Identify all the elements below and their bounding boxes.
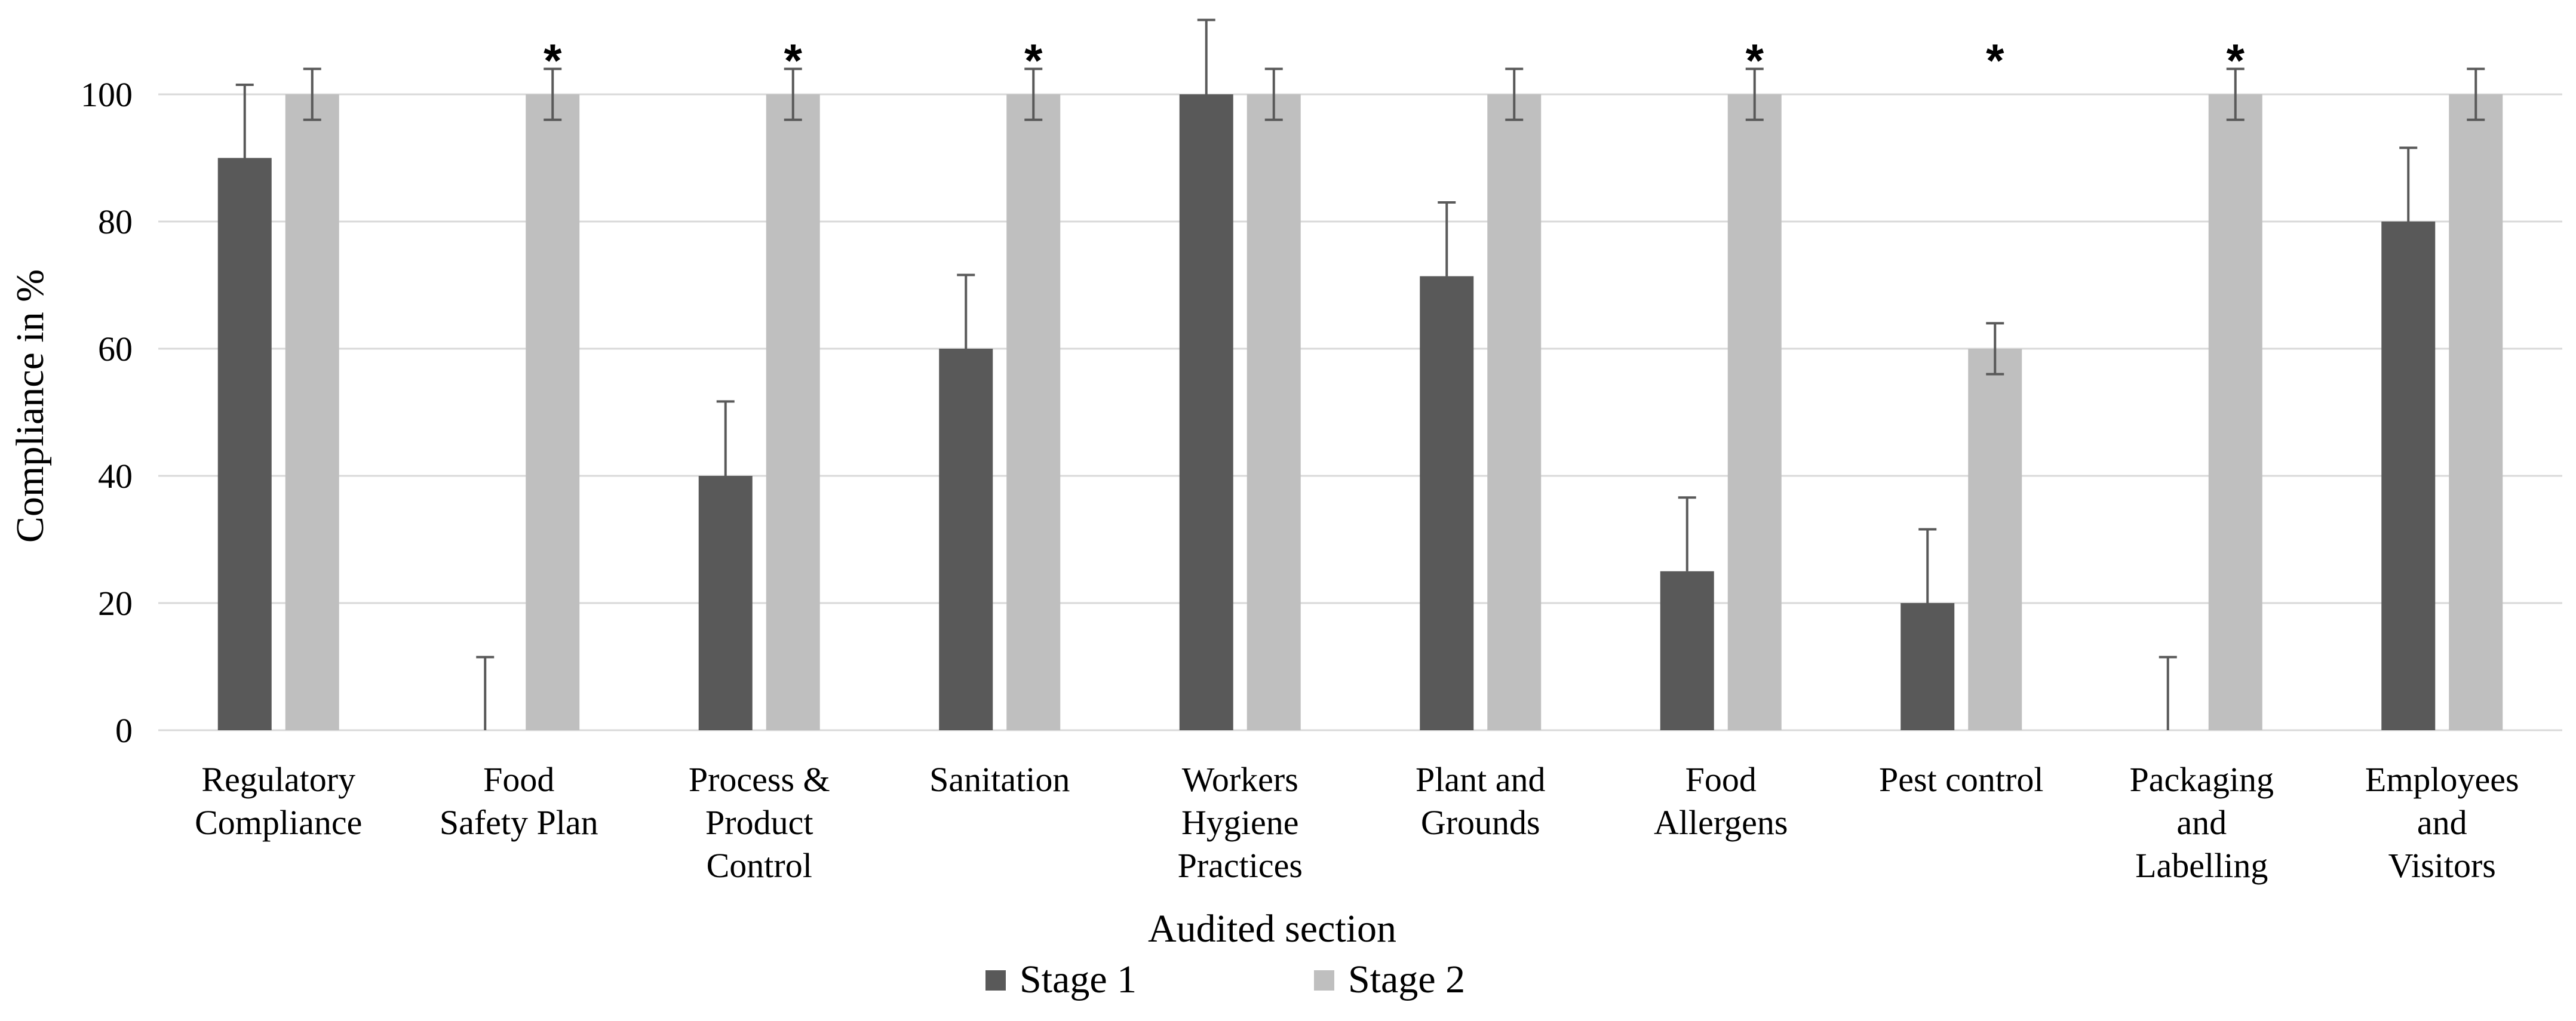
significance-asterisk: * [784,34,803,87]
x-category-label-line: Regulatory [201,760,355,799]
x-category-label-line: Pest control [1879,760,2043,799]
y-axis-title: Compliance in % [8,269,52,543]
significance-asterisk: * [544,34,562,87]
x-category-label-line: Process & [689,760,830,799]
bar-stage-1-3 [939,349,993,730]
y-tick-label: 80 [98,202,133,241]
y-tick-label: 20 [98,584,133,623]
x-category-label: Pest control [1879,760,2043,799]
significance-asterisk: * [1024,34,1043,87]
x-category-label-line: Labelling [2135,846,2268,885]
x-category-label-line: Sanitation [929,760,1070,799]
legend-swatch-stage-1 [985,970,1006,991]
significance-asterisk: * [2227,34,2245,87]
x-category-label: Packaging and Labelling [2129,760,2274,885]
bar-stage-2-2 [766,94,820,730]
x-category-label-line: Employees [2365,760,2519,799]
bar-stage-1-5 [1420,276,1474,731]
legend-swatch-stage-2 [1314,970,1334,991]
bar-stage-1-2 [698,476,753,730]
y-tick-label: 0 [115,711,133,750]
bars [217,94,2503,731]
y-tick-label: 100 [81,75,133,114]
y-tick-label: 60 [98,330,133,368]
x-category-label-line: Food [1685,760,1757,799]
x-category-label: Food Allergens [1654,760,1788,842]
x-category-label-line: Workers [1182,760,1298,799]
bar-stage-2-8 [2208,94,2262,730]
bar-stage-2-5 [1487,94,1542,730]
x-category-label-line: Compliance [195,803,362,842]
bar-stage-1-0 [217,158,272,730]
x-category-label-line: Practices [1178,846,1303,885]
x-category-label: Workers Hygiene Practices [1178,760,1303,885]
bar-stage-1-6 [1660,571,1714,730]
legend-label-stage-2: Stage 2 [1348,958,1465,1001]
bar-stage-2-6 [1727,94,1782,730]
bar-stage-1-7 [1900,603,1955,730]
bar-stage-2-0 [285,94,339,730]
y-tick-labels: 0 20 40 60 80 100 [81,75,133,750]
x-category-label-line: Control [707,846,812,885]
legend-label-stage-1: Stage 1 [1020,958,1137,1001]
bar-stage-1-4 [1179,94,1233,730]
x-category-label-line: Hygiene [1181,803,1299,842]
bar-stage-2-7 [1968,349,2022,730]
y-tick-label: 40 [98,457,133,496]
significance-marks: * * * * * * [544,34,2245,87]
x-category-label-line: Food [483,760,554,799]
x-category-labels: Regulatory Compliance Food Safety Plan Proce… [195,760,2519,885]
bar-stage-2-4 [1246,94,1301,730]
x-category-label-line: and [2417,803,2467,842]
bar-stage-2-1 [526,94,580,730]
x-category-label-line: Grounds [1421,803,1540,842]
x-category-label-line: Plant and [1416,760,1545,799]
significance-asterisk: * [1746,34,1764,87]
x-category-label: Plant and Grounds [1416,760,1545,842]
error-bars [235,19,2485,730]
x-category-label-line: Packaging [2129,760,2274,799]
significance-asterisk: * [1986,34,2004,87]
x-category-label: Sanitation [929,760,1070,799]
bar-stage-2-3 [1006,94,1061,730]
gridlines [158,93,2562,731]
x-category-label-line: Allergens [1654,803,1788,842]
x-category-label-line: Product [705,803,813,842]
x-category-label: Employees and Visitors [2365,760,2519,885]
x-category-label: Process & Product Control [689,760,830,885]
x-category-label: Regulatory Compliance [195,760,362,842]
x-category-label-line: Safety Plan [440,803,598,842]
x-category-label-line: and [2176,803,2227,842]
bar-stage-1-9 [2381,222,2436,730]
x-category-label-line: Visitors [2388,846,2496,885]
x-category-label: Food Safety Plan [440,760,598,842]
x-axis-title: Audited section [1148,907,1396,951]
legend: Stage 1 Stage 2 [985,958,1465,1001]
bar-stage-2-9 [2449,94,2503,730]
